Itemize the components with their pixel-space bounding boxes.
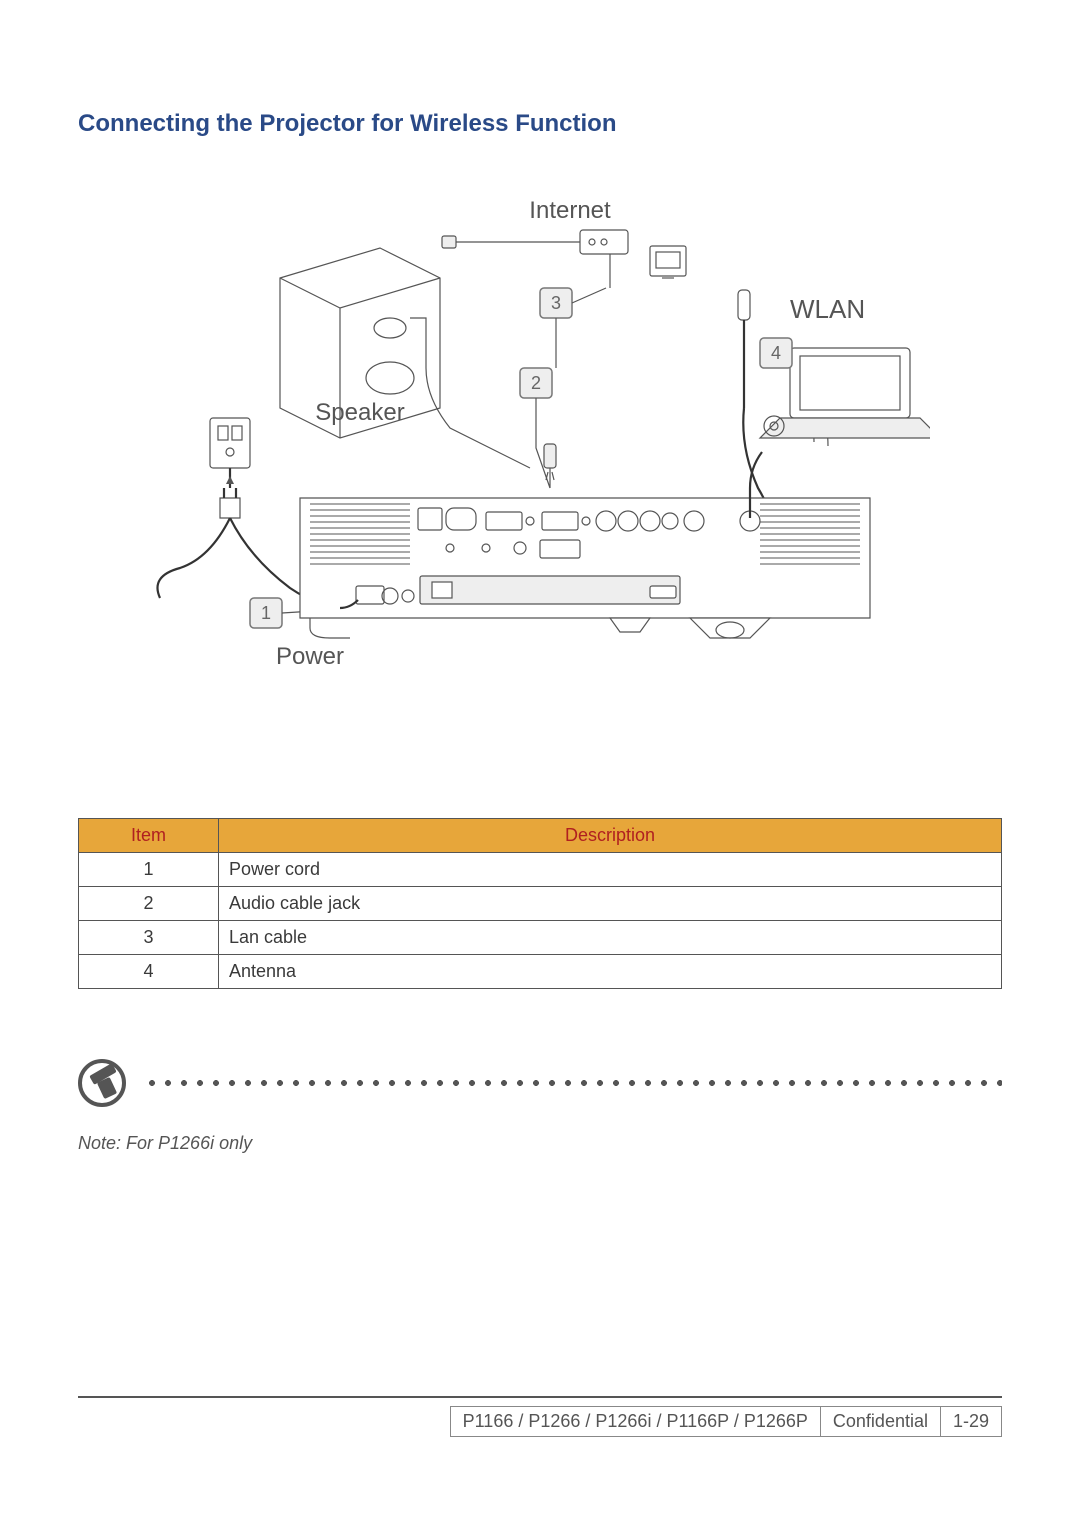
footer-confidential: Confidential (821, 1406, 941, 1437)
cell-desc: Audio cable jack (219, 887, 1002, 921)
svg-text:3: 3 (551, 293, 561, 313)
wall-socket-icon (210, 418, 250, 488)
label-internet: Internet (529, 197, 611, 224)
projector-icon (300, 498, 870, 638)
col-item: Item (79, 819, 219, 853)
cell-desc: Antenna (219, 955, 1002, 989)
label-power: Power (276, 643, 344, 670)
svg-text:2: 2 (531, 373, 541, 393)
items-table: Item Description 1 Power cord 2 Audio ca… (78, 818, 1002, 989)
note-icon (78, 1059, 126, 1107)
cell-desc: Lan cable (219, 921, 1002, 955)
section-heading: Connecting the Projector for Wireless Fu… (78, 110, 1002, 138)
page-footer: P1166 / P1266 / P1266i / P1166P / P1266P… (78, 1396, 1002, 1437)
router-icon (442, 230, 628, 254)
table-row: 4 Antenna (79, 955, 1002, 989)
svg-text:1: 1 (261, 603, 271, 623)
cell-item: 2 (79, 887, 219, 921)
label-wlan: WLAN (790, 294, 865, 324)
table-row: 3 Lan cable (79, 921, 1002, 955)
cell-item: 4 (79, 955, 219, 989)
diagram-container: Internet WLAN (78, 188, 1002, 748)
cell-item: 1 (79, 853, 219, 887)
dotted-divider (144, 1079, 1002, 1087)
cell-desc: Power cord (219, 853, 1002, 887)
monitor-icon (650, 246, 686, 278)
wireless-connection-diagram: Internet WLAN (150, 188, 930, 748)
footer-page-number: 1-29 (941, 1406, 1002, 1437)
speaker-icon (280, 248, 530, 468)
label-speaker: Speaker (315, 399, 404, 426)
footer-row: P1166 / P1266 / P1266i / P1166P / P1266P… (78, 1406, 1002, 1437)
table-row: 2 Audio cable jack (79, 887, 1002, 921)
document-page: Connecting the Projector for Wireless Fu… (0, 0, 1080, 1527)
callout-3: 3 (540, 288, 606, 318)
callout-2: 2 (520, 368, 552, 398)
col-description: Description (219, 819, 1002, 853)
table-row: 1 Power cord (79, 853, 1002, 887)
callout-4: 4 (760, 338, 792, 368)
note-divider-row (78, 1059, 1002, 1107)
footer-models: P1166 / P1266 / P1266i / P1166P / P1266P (450, 1406, 821, 1437)
note-text: Note: For P1266i only (78, 1133, 1002, 1154)
footer-rule (78, 1396, 1002, 1398)
table-header-row: Item Description (79, 819, 1002, 853)
svg-text:4: 4 (771, 343, 781, 363)
audio-plug-icon (544, 444, 556, 488)
cell-item: 3 (79, 921, 219, 955)
diagram-svg: Internet WLAN (150, 188, 930, 748)
